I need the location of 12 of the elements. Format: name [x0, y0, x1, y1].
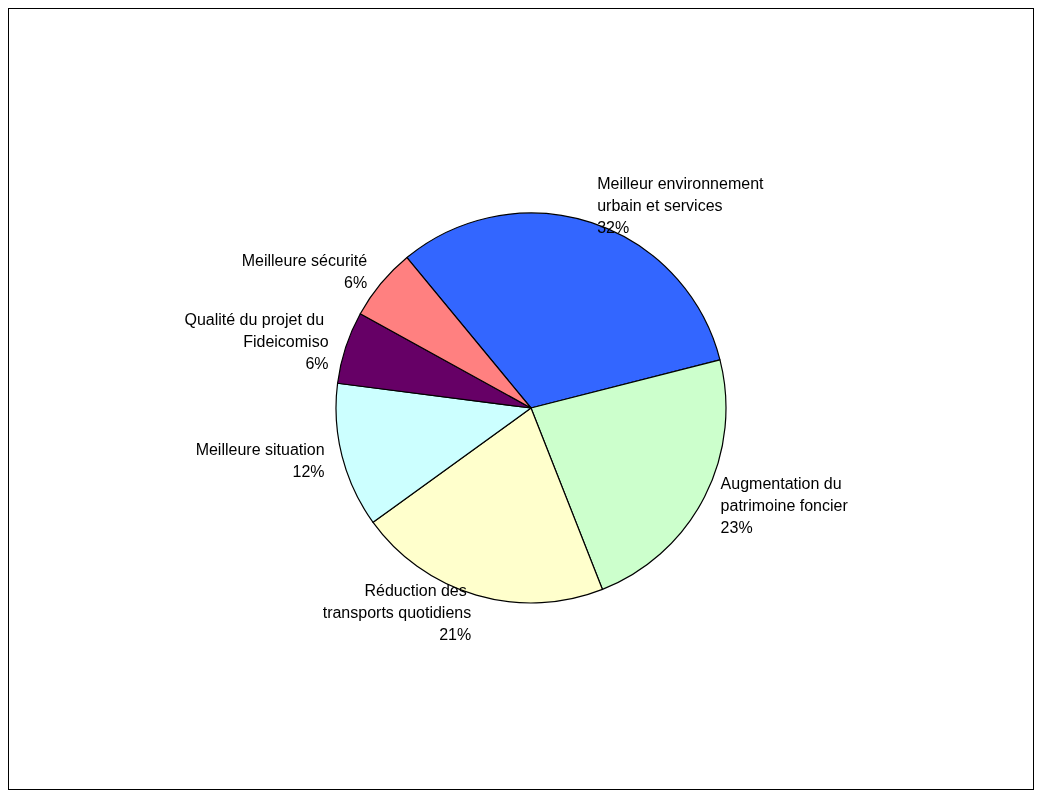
- data-label: 21%: [439, 625, 472, 643]
- data-label: 6%: [343, 274, 368, 292]
- data-label: 23%: [720, 518, 753, 536]
- data-label: 12%: [292, 463, 325, 481]
- slice-label: Qualité du projet du Fideicomiso: [184, 311, 329, 351]
- slice-label: Augmentation du patrimoine foncier: [720, 474, 849, 514]
- slice-label: Meilleure situation: [195, 441, 325, 459]
- data-label: 6%: [305, 355, 329, 373]
- slice-label: Meilleure sécurité: [241, 252, 368, 270]
- data-label: 32%: [597, 219, 630, 237]
- slice-label: Meilleur environnement urbain et services: [597, 175, 768, 215]
- slice-label: Réduction des transports quotidiens: [322, 581, 472, 621]
